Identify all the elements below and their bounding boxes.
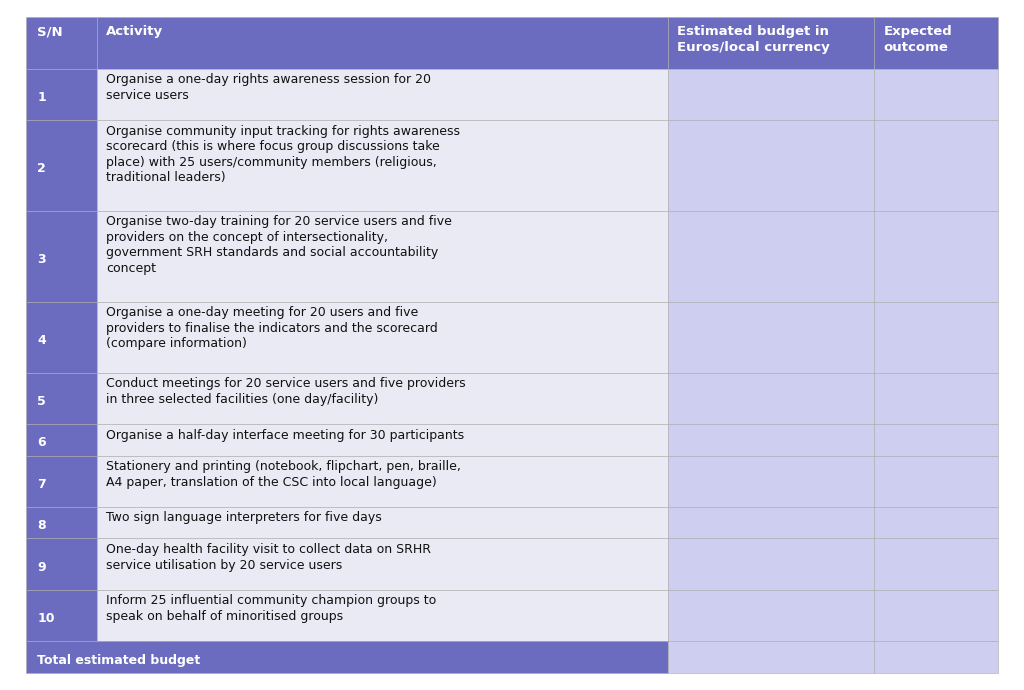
Bar xyxy=(668,590,873,641)
Bar xyxy=(668,373,873,424)
Bar xyxy=(873,210,998,302)
Bar xyxy=(873,17,998,68)
Bar xyxy=(26,373,96,424)
Bar xyxy=(96,424,668,455)
Text: Inform 25 influential community champion groups to
speak on behalf of minoritise: Inform 25 influential community champion… xyxy=(106,594,436,623)
Text: 1: 1 xyxy=(37,91,46,104)
Text: 8: 8 xyxy=(37,520,46,533)
Text: Organise two-day training for 20 service users and five
providers on the concept: Organise two-day training for 20 service… xyxy=(106,215,453,275)
Bar xyxy=(873,590,998,641)
Text: 6: 6 xyxy=(37,437,46,449)
Bar xyxy=(26,68,96,120)
Text: 3: 3 xyxy=(37,253,46,266)
Bar xyxy=(96,120,668,210)
Bar xyxy=(96,538,668,590)
Text: Stationery and printing (notebook, flipchart, pen, braille,
A4 paper, translatio: Stationery and printing (notebook, flipc… xyxy=(106,460,461,489)
Bar xyxy=(873,302,998,373)
Text: 10: 10 xyxy=(37,612,54,625)
Bar xyxy=(96,68,668,120)
Bar xyxy=(873,120,998,210)
Bar xyxy=(26,302,96,373)
Bar xyxy=(668,17,873,68)
Text: 9: 9 xyxy=(37,561,46,574)
Text: 5: 5 xyxy=(37,395,46,408)
Bar xyxy=(668,210,873,302)
Text: Expected
outcome: Expected outcome xyxy=(884,25,952,54)
Bar xyxy=(26,590,96,641)
Text: Activity: Activity xyxy=(106,25,164,38)
Bar xyxy=(96,302,668,373)
Bar xyxy=(668,507,873,538)
Text: Organise a one-day rights awareness session for 20
service users: Organise a one-day rights awareness sess… xyxy=(106,73,431,101)
Bar xyxy=(26,455,96,507)
Text: Total estimated budget: Total estimated budget xyxy=(37,653,201,667)
Text: Organise community input tracking for rights awareness
scorecard (this is where : Organise community input tracking for ri… xyxy=(106,124,461,184)
Bar xyxy=(96,210,668,302)
Text: 4: 4 xyxy=(37,334,46,347)
Bar xyxy=(873,424,998,455)
Bar xyxy=(26,210,96,302)
Text: Organise a half-day interface meeting for 30 participants: Organise a half-day interface meeting fo… xyxy=(106,428,465,442)
Text: 2: 2 xyxy=(37,162,46,175)
Text: 7: 7 xyxy=(37,478,46,491)
Bar xyxy=(26,538,96,590)
Bar xyxy=(96,590,668,641)
Bar xyxy=(668,424,873,455)
Text: Two sign language interpreters for five days: Two sign language interpreters for five … xyxy=(106,511,382,524)
Bar xyxy=(26,17,96,68)
Bar xyxy=(26,120,96,210)
Bar xyxy=(26,424,96,455)
Bar xyxy=(873,641,998,673)
Bar xyxy=(668,120,873,210)
Bar xyxy=(873,455,998,507)
Bar xyxy=(96,17,668,68)
Bar xyxy=(668,538,873,590)
Bar xyxy=(96,455,668,507)
Bar xyxy=(26,641,668,673)
Bar xyxy=(873,68,998,120)
Bar xyxy=(668,68,873,120)
Bar xyxy=(668,455,873,507)
Bar xyxy=(668,641,873,673)
Text: Organise a one-day meeting for 20 users and five
providers to finalise the indic: Organise a one-day meeting for 20 users … xyxy=(106,306,438,350)
Text: Conduct meetings for 20 service users and five providers
in three selected facil: Conduct meetings for 20 service users an… xyxy=(106,377,466,406)
Bar xyxy=(873,373,998,424)
Bar xyxy=(96,507,668,538)
Bar xyxy=(96,373,668,424)
Text: S/N: S/N xyxy=(37,25,62,38)
Bar xyxy=(26,507,96,538)
Bar xyxy=(873,538,998,590)
Bar xyxy=(873,507,998,538)
Text: One-day health facility visit to collect data on SRHR
service utilisation by 20 : One-day health facility visit to collect… xyxy=(106,543,431,571)
Text: Estimated budget in
Euros/local currency: Estimated budget in Euros/local currency xyxy=(678,25,830,54)
Bar xyxy=(668,302,873,373)
